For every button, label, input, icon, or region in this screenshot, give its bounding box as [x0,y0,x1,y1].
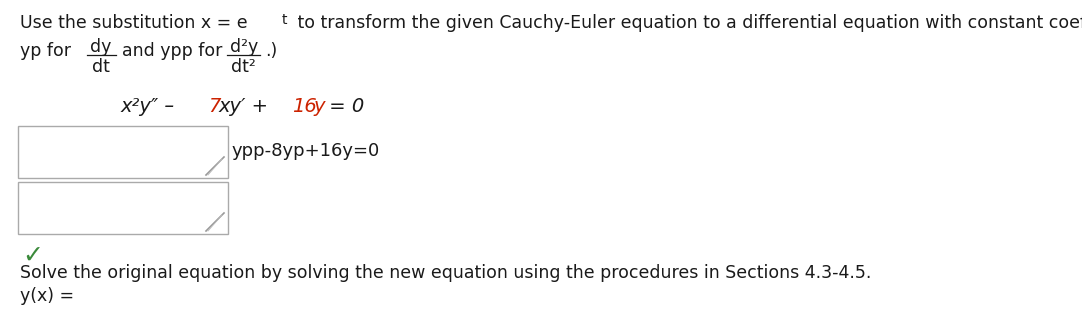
Bar [18,182,228,234]
Text: and ypp for: and ypp for [122,42,223,60]
Text: dy: dy [90,38,111,56]
Text: y(x) =: y(x) = [19,287,75,305]
Text: 7: 7 [208,97,221,116]
Text: = 0: = 0 [324,97,365,116]
Text: x²y″ –: x²y″ – [120,97,181,116]
Text: dt: dt [92,58,110,76]
Text: ✓: ✓ [22,244,43,268]
Bar [18,126,228,178]
Text: t: t [282,13,288,27]
Text: ypp-8yp+16y=0: ypp-8yp+16y=0 [232,142,380,160]
Text: Use the substitution x = e: Use the substitution x = e [19,14,248,32]
Text: y: y [313,97,325,116]
Text: to transform the given Cauchy-Euler equation to a differential equation with con: to transform the given Cauchy-Euler equa… [292,14,1082,32]
Text: 16: 16 [292,97,317,116]
Text: d²y: d²y [230,38,259,56]
Text: yp for: yp for [19,42,71,60]
Text: dt²: dt² [230,58,255,76]
Text: .): .) [265,42,277,60]
Text: xy′ +: xy′ + [217,97,274,116]
Text: Solve the original equation by solving the new equation using the procedures in : Solve the original equation by solving t… [19,264,871,282]
